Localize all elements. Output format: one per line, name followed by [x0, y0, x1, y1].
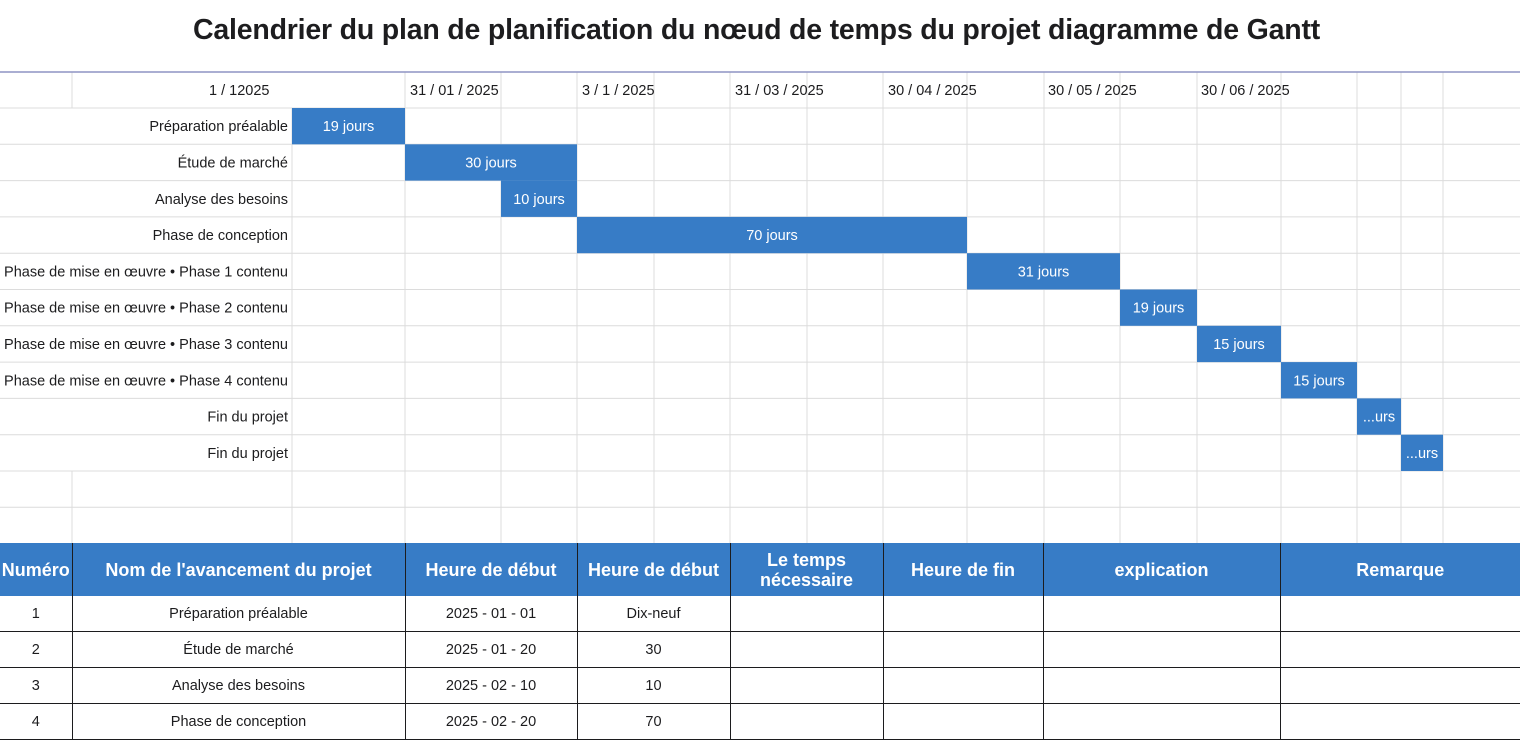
table-cell [1279, 703, 1520, 740]
table-cell [1042, 631, 1281, 668]
task-name: Phase de mise en œuvre • Phase 1 contenu [4, 264, 288, 280]
task-duration-label: 19 jours [323, 119, 375, 135]
task-duration-label: ...urs [1363, 410, 1395, 426]
table-row: 4 Phase de conception 2025 - 02 - 20 70 [0, 703, 1520, 740]
task-bar [1401, 434, 1443, 471]
table-cell [1279, 667, 1520, 704]
date-label: 31 / 03 / 2025 [735, 83, 824, 99]
table-cell: 2 [0, 631, 73, 668]
task-name: Fin du projet [207, 410, 288, 426]
table-header-cell: Heure de début [405, 543, 578, 596]
date-label: 31 / 01 / 2025 [410, 83, 499, 99]
date-label: 30 / 05 / 2025 [1048, 83, 1137, 99]
task-name: Phase de mise en œuvre • Phase 2 contenu [4, 301, 288, 317]
task-duration-label: 31 jours [1018, 264, 1070, 280]
table-cell: 2025 - 02 - 10 [404, 667, 578, 704]
table-cell [882, 703, 1044, 740]
task-bar [967, 253, 1120, 290]
task-bar [292, 108, 405, 145]
table-header-cell: Heure de fin [883, 543, 1044, 596]
table-cell [1279, 596, 1520, 632]
table-row: 3 Analyse des besoins 2025 - 02 - 10 10 [0, 667, 1520, 704]
table-cell: 10 [576, 667, 731, 704]
task-bar [577, 216, 967, 254]
table-cell [882, 667, 1044, 704]
date-label: 30 / 04 / 2025 [888, 83, 977, 99]
task-name: Phase de mise en œuvre • Phase 4 contenu [4, 373, 288, 389]
table-cell: Préparation préalable [71, 596, 406, 632]
table-header-cell: Le temps nécessaire [730, 543, 884, 596]
table-cell [729, 667, 884, 704]
table-cell [882, 596, 1044, 632]
table-cell [882, 631, 1044, 668]
table-cell [729, 703, 884, 740]
task-duration-label: 70 jours [746, 228, 798, 244]
table-cell: 3 [0, 667, 73, 704]
task-duration-label: 15 jours [1213, 337, 1265, 353]
task-duration-label: 30 jours [465, 155, 517, 171]
task-duration-label: ...urs [1406, 446, 1438, 462]
table-cell: 30 [576, 631, 731, 668]
table-cell: 2025 - 01 - 20 [404, 631, 578, 668]
table-cell: 2025 - 02 - 20 [404, 703, 578, 740]
table-cell [1279, 631, 1520, 668]
task-name: Fin du projet [207, 446, 288, 462]
task-duration-label: 19 jours [1133, 301, 1185, 317]
task-bar [1357, 398, 1401, 435]
task-bar [1197, 325, 1281, 363]
table-cell: 4 [0, 703, 73, 740]
date-label: 1 / 12025 [209, 83, 269, 99]
task-bar [405, 144, 577, 181]
table-cell: Analyse des besoins [71, 667, 406, 704]
task-name: Analyse des besoins [155, 192, 288, 208]
table-cell [1042, 703, 1281, 740]
table-header-cell: Remarque [1280, 543, 1520, 596]
table-cell: Dix-neuf [576, 596, 731, 632]
table-cell: Phase de conception [71, 703, 406, 740]
table-cell [729, 596, 884, 632]
task-bar [501, 180, 577, 217]
table-header-cell: Numéro [0, 543, 73, 596]
task-bar [1120, 289, 1197, 326]
table-cell: 70 [576, 703, 731, 740]
table-cell: Étude de marché [71, 631, 406, 668]
task-table: Numéro Nom de l'avancement du projet Heure… [0, 543, 1520, 740]
task-name: Étude de marché [178, 154, 288, 171]
task-name: Préparation préalable [149, 119, 288, 135]
task-duration-label: 10 jours [513, 192, 565, 208]
table-row: 1 Préparation préalable 2025 - 01 - 01 Dix-… [0, 596, 1520, 632]
table-header-cell: Heure de début [577, 543, 731, 596]
task-name: Phase de conception [153, 228, 288, 244]
chart-title: Calendrier du plan de planification du n… [192, 14, 1321, 46]
table-row: 2 Étude de marché 2025 - 01 - 20 30 [0, 631, 1520, 668]
table-cell: 2025 - 01 - 01 [404, 596, 578, 632]
table-cell [729, 631, 884, 668]
date-label: 30 / 06 / 2025 [1201, 83, 1290, 99]
table-header-cell: explication [1043, 543, 1281, 596]
task-bar [1281, 362, 1357, 399]
table-cell [1042, 596, 1281, 632]
task-name: Phase de mise en œuvre • Phase 3 contenu [4, 337, 288, 353]
table-header-row: Numéro Nom de l'avancement du projet Heure… [0, 543, 1520, 596]
task-duration-label: 15 jours [1293, 373, 1345, 389]
table-cell: 1 [0, 596, 73, 632]
date-label: 3 / 1 / 2025 [582, 83, 655, 99]
table-cell [1042, 667, 1281, 704]
table-header-cell: Nom de l'avancement du projet [72, 543, 406, 596]
gantt-chart: 1 / 12025 31 / 01 / 2025 3 / 1 / 2025 31 / … [0, 71, 1520, 543]
